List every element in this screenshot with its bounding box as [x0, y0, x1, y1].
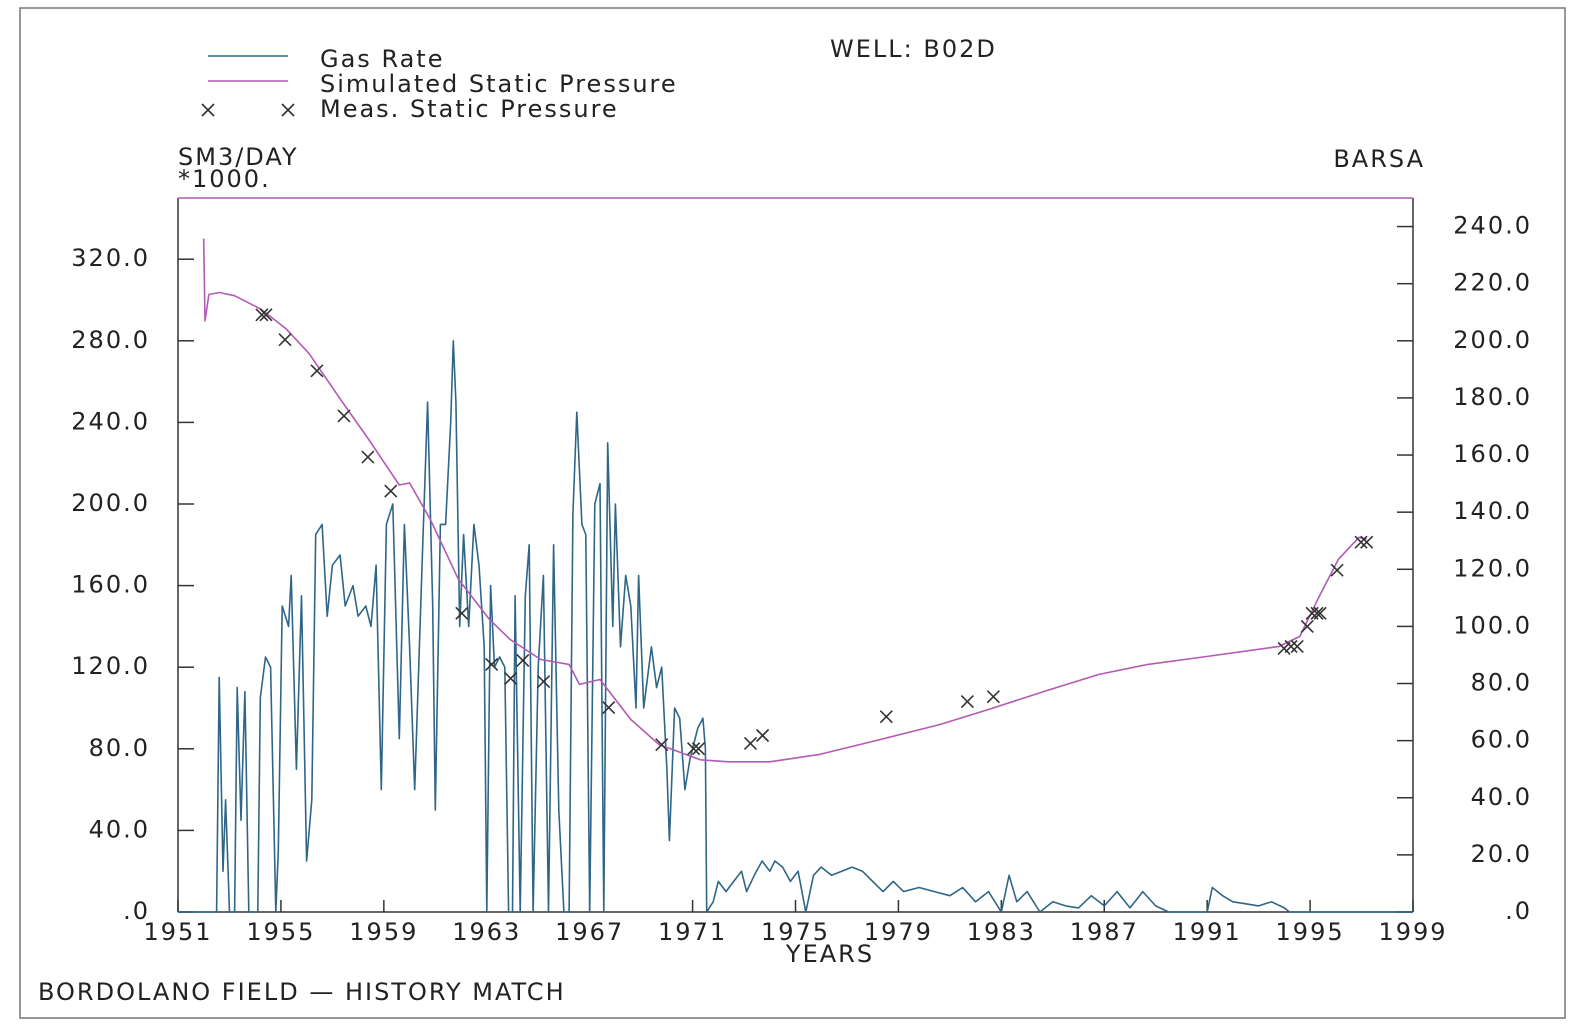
- y2-tick-label: 140.0: [1453, 497, 1532, 525]
- data-marker: [1290, 639, 1304, 653]
- y2-tick-label: 40.0: [1471, 783, 1532, 811]
- chart-title: WELL: B02D: [830, 35, 997, 63]
- y2-axis-label: BARSA: [1333, 145, 1425, 173]
- x-tick-label: 1967: [555, 918, 624, 946]
- y2-tick-label: 80.0: [1471, 669, 1532, 697]
- page-frame: [19, 7, 1566, 1019]
- data-marker: [485, 657, 499, 671]
- data-marker: [255, 308, 269, 322]
- data-marker: [743, 736, 758, 751]
- data-line: [202, 238, 1367, 763]
- x-tick-label: 1991: [1173, 918, 1242, 946]
- x-tick-label: 1959: [349, 918, 418, 946]
- y-axis-unit: *1000.: [178, 165, 271, 193]
- data-marker: [384, 484, 398, 498]
- data-marker: [310, 364, 324, 378]
- y2-tick-label: 180.0: [1453, 383, 1532, 411]
- data-marker: [537, 674, 551, 689]
- y-tick-label: 80.0: [89, 734, 150, 762]
- data-marker: [504, 671, 518, 685]
- x-tick-label: 1963: [452, 918, 521, 946]
- data-marker: [361, 450, 375, 464]
- y-tick-label: 320.0: [71, 244, 150, 272]
- x-tick-label: 1951: [143, 918, 212, 946]
- data-marker: [1354, 535, 1368, 549]
- data-marker: [1360, 535, 1374, 549]
- y2-tick-label: 120.0: [1453, 554, 1532, 582]
- data-marker: [879, 710, 893, 724]
- y2-tick-label: 20.0: [1471, 840, 1532, 868]
- y-axis-label: SM3/DAY: [178, 143, 299, 171]
- y2-tick-label: 60.0: [1471, 726, 1532, 754]
- data-marker: [691, 742, 706, 756]
- data-marker: [1284, 639, 1298, 653]
- y-tick-label: 280.0: [71, 326, 150, 354]
- y2-tick-label: 160.0: [1453, 440, 1532, 468]
- x-tick-label: 1999: [1378, 918, 1447, 946]
- y2-tick-label: 220.0: [1453, 269, 1532, 297]
- legend-label: Meas. Static Pressure: [320, 95, 619, 123]
- data-marker: [455, 606, 469, 620]
- data-marker: [259, 308, 273, 322]
- x-tick-label: 1955: [246, 918, 315, 946]
- x-tick-label: 1979: [864, 918, 933, 946]
- x-tick-label: 1987: [1070, 918, 1139, 946]
- data-marker: [756, 728, 770, 743]
- x-axis-label: YEARS: [785, 940, 874, 968]
- data-marker: [655, 738, 669, 752]
- caption: BORDOLANO FIELD — HISTORY MATCH: [38, 978, 566, 1006]
- x-tick-label: 1971: [658, 918, 727, 946]
- legend-label: Gas Rate: [320, 45, 444, 73]
- y2-tick-label: .0: [1505, 897, 1532, 925]
- legend-label: Simulated Static Pressure: [320, 70, 678, 98]
- x-tick-label: 1995: [1276, 918, 1345, 946]
- legend-marker: [201, 103, 215, 117]
- data-marker: [687, 742, 701, 756]
- data-marker: [986, 690, 1000, 704]
- data-marker: [516, 653, 530, 667]
- y2-tick-label: 200.0: [1453, 326, 1532, 354]
- data-marker: [602, 700, 616, 715]
- data-marker: [278, 333, 292, 347]
- y-tick-label: 200.0: [71, 489, 150, 517]
- x-tick-label: 1975: [761, 918, 830, 946]
- y2-tick-label: 100.0: [1453, 611, 1532, 639]
- data-marker: [1310, 606, 1324, 620]
- y-tick-label: .0: [123, 897, 150, 925]
- y-tick-label: 40.0: [89, 815, 150, 843]
- y2-tick-label: 240.0: [1453, 212, 1532, 240]
- data-marker: [337, 409, 351, 423]
- data-marker: [1313, 606, 1327, 620]
- y-tick-label: 120.0: [71, 652, 150, 680]
- data-marker: [1330, 563, 1344, 577]
- y-tick-label: 160.0: [71, 571, 150, 599]
- data-line: [178, 340, 1413, 913]
- x-tick-label: 1983: [967, 918, 1036, 946]
- data-marker: [960, 694, 974, 709]
- y-tick-label: 240.0: [71, 407, 150, 435]
- legend-marker: [281, 103, 295, 117]
- data-marker: [1300, 619, 1314, 633]
